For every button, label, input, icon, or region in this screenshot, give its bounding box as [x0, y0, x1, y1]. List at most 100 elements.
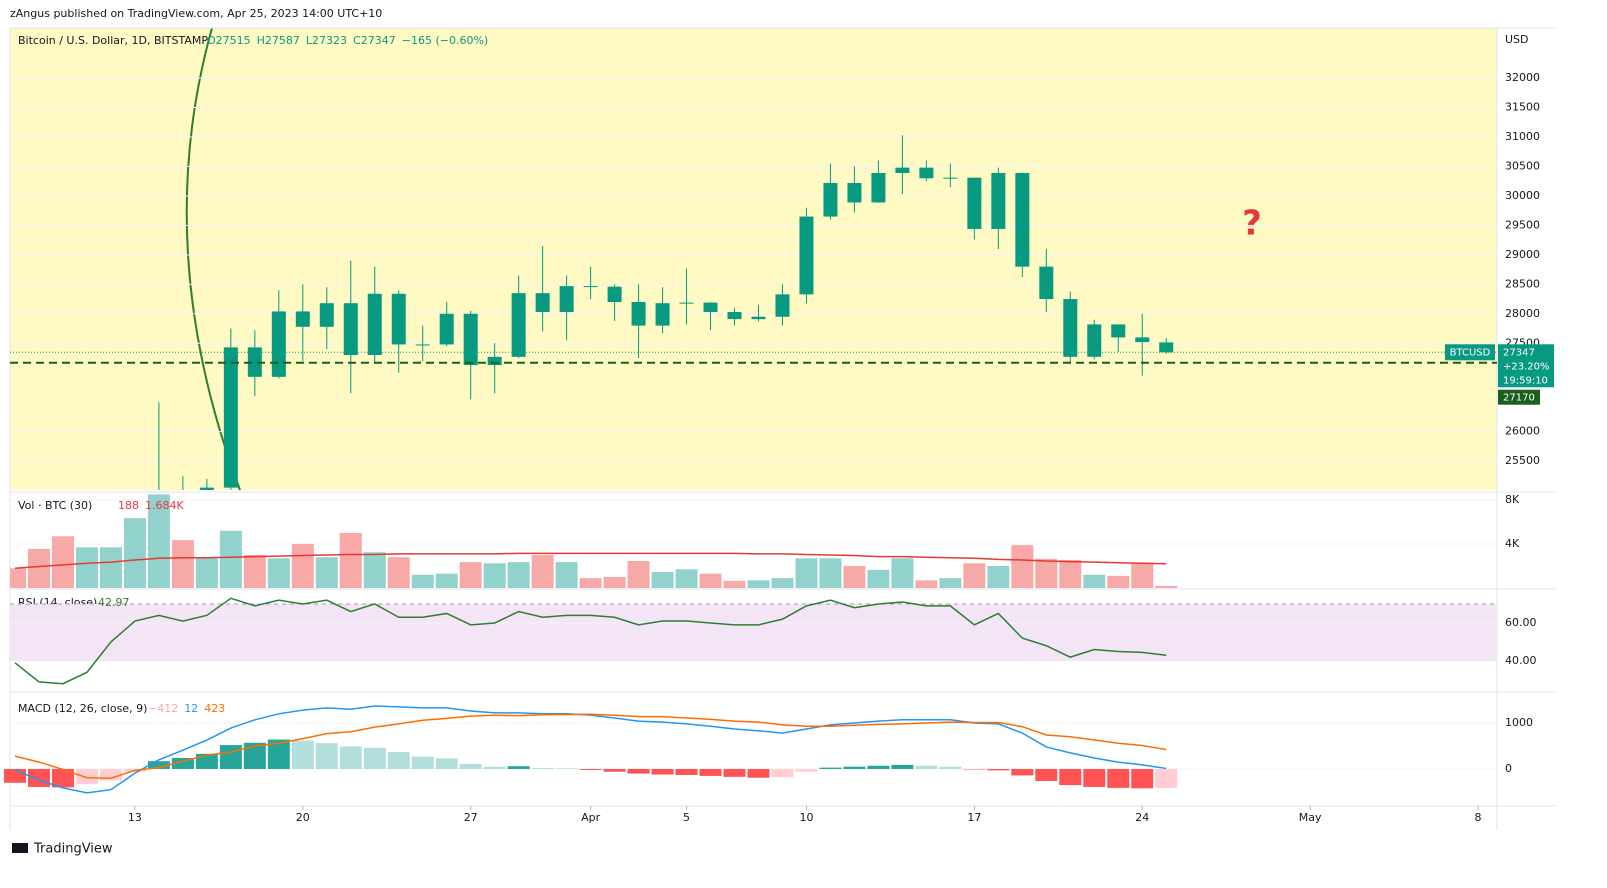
candle-body — [631, 302, 646, 326]
macd-histogram — [651, 768, 674, 775]
candle-body — [919, 167, 934, 179]
signal-line — [14, 713, 1167, 779]
volume-bar — [147, 494, 170, 588]
volume-bar — [10, 568, 26, 588]
macd-histogram — [531, 768, 554, 769]
candle-body — [727, 312, 742, 320]
volume-bar — [99, 547, 122, 588]
candle-body — [559, 286, 574, 313]
volume-bar — [771, 578, 794, 588]
macd-histogram — [819, 767, 842, 769]
candle-body — [583, 286, 598, 288]
candle-body — [823, 182, 838, 217]
x-tick-label: Apr — [581, 811, 601, 824]
level-tag-bg — [1498, 389, 1540, 405]
vol-value: 188 — [118, 499, 139, 512]
candle-body — [895, 167, 910, 173]
macd-histogram — [795, 768, 818, 772]
y-tick-label: 29500 — [1505, 218, 1540, 231]
currency: USD — [1505, 33, 1529, 46]
candle-body — [1135, 337, 1150, 343]
macd-histogram — [363, 747, 386, 769]
candle-body — [871, 172, 886, 203]
rsi-band — [10, 603, 1497, 661]
volume-bar — [747, 580, 770, 588]
macd-line — [14, 705, 1167, 794]
pane-borders — [9, 27, 1555, 830]
macd-histogram — [723, 768, 746, 777]
macd-histogram — [1107, 768, 1130, 788]
macd-value: −412 — [148, 702, 178, 715]
macd-histogram — [603, 768, 626, 772]
macd-histogram — [75, 768, 98, 785]
macd-histogram — [699, 768, 722, 776]
logo-mark — [12, 843, 28, 853]
footer-logo: TradingView — [33, 842, 113, 857]
x-tick-label: 27 — [464, 811, 478, 824]
macd-histogram — [507, 766, 530, 769]
volume-bar — [1131, 563, 1154, 588]
candle-body — [511, 293, 526, 357]
macd-histogram — [459, 763, 482, 769]
macd-histogram — [267, 739, 290, 769]
x-tick-label: 13 — [128, 811, 142, 824]
candle-body — [319, 303, 334, 327]
candle-body — [463, 313, 478, 366]
volume-ma — [14, 552, 1167, 569]
macd-histogram — [1155, 768, 1178, 788]
x-tick-label: 10 — [799, 811, 813, 824]
volume-bar — [891, 558, 914, 588]
ohlc-value: C27347 — [353, 34, 396, 47]
macd-value: 423 — [204, 702, 225, 715]
y-tick-label: 29000 — [1505, 248, 1540, 261]
macd-histogram — [147, 761, 170, 769]
macd-histogram — [483, 766, 506, 769]
volume-bar — [363, 552, 386, 588]
macd-histogram — [891, 764, 914, 769]
candle-body — [247, 347, 262, 377]
y-tick-label: 30000 — [1505, 189, 1540, 202]
macd-histogram — [555, 768, 578, 769]
y-tick-label: 30500 — [1505, 159, 1540, 172]
macd-histogram — [339, 746, 362, 769]
macd-histogram — [627, 768, 650, 774]
y-tick-label: 31500 — [1505, 101, 1540, 114]
x-tick-label: May — [1299, 811, 1322, 824]
macd-histogram — [195, 753, 218, 769]
volume-bar — [675, 569, 698, 588]
y-tick-label: 32000 — [1505, 71, 1540, 84]
macd-histogram — [51, 768, 74, 788]
candle-body — [967, 177, 982, 229]
y-tick-label: 8K — [1505, 493, 1520, 506]
x-tick-label: 5 — [683, 811, 690, 824]
volume-bar — [819, 558, 842, 588]
symbol: Bitcoin / U.S. Dollar, 1D, BITSTAMP — [18, 34, 208, 47]
macd-histogram — [171, 757, 194, 769]
volume-bar — [1059, 559, 1082, 588]
candle-body — [1159, 342, 1174, 353]
volume-bar — [243, 554, 266, 588]
x-tick-label: 17 — [967, 811, 981, 824]
volume-bar — [171, 540, 194, 588]
volume-bar — [27, 548, 50, 588]
macd-histogram — [1059, 768, 1082, 786]
volume-bar — [699, 573, 722, 588]
volume-bar — [387, 557, 410, 588]
candle-body — [367, 293, 382, 356]
volume-bar — [315, 557, 338, 588]
volume-bar — [867, 569, 890, 588]
y-tick-label: 0 — [1505, 762, 1512, 775]
level-tag: 27170 — [1503, 393, 1535, 404]
y-tick-label: 28000 — [1505, 307, 1540, 320]
volume-bar — [195, 558, 218, 588]
candle-body — [32, 685, 46, 764]
volume-bar — [51, 536, 74, 588]
candle-body — [199, 487, 214, 490]
volume-bar — [1035, 558, 1058, 588]
candle-body — [607, 286, 622, 303]
y-tick-label: 40.00 — [1505, 654, 1537, 667]
macd-histogram — [771, 768, 794, 778]
candle-body — [991, 172, 1006, 229]
macd-histogram — [675, 768, 698, 775]
